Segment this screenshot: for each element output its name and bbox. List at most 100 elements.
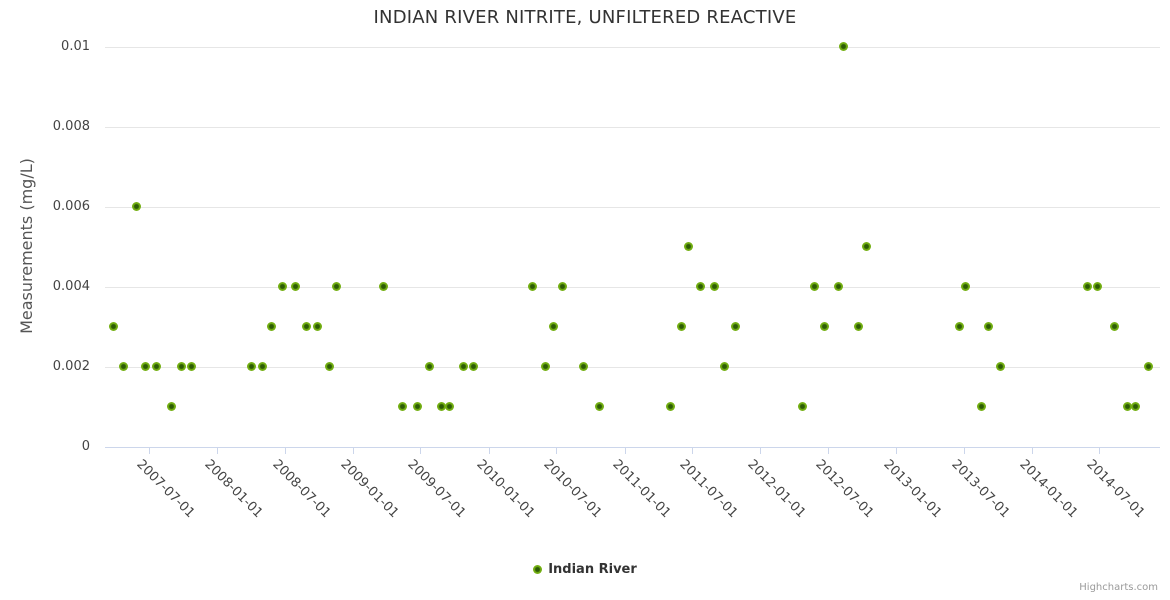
x-axis-tick: [896, 447, 898, 454]
x-axis-tick-label: 2009-01-01: [337, 456, 402, 521]
x-axis-tick: [963, 447, 965, 454]
data-point[interactable]: [141, 362, 151, 372]
x-axis-tick: [148, 447, 150, 454]
data-point[interactable]: [436, 402, 446, 412]
y-gridline: [105, 286, 1160, 288]
x-axis-tick-label: 2014-07-01: [1083, 456, 1148, 521]
x-axis-tick: [488, 447, 490, 454]
data-point[interactable]: [425, 362, 435, 372]
y-gridline: [105, 46, 1160, 48]
y-axis-tick-label: 0: [81, 438, 90, 454]
x-axis-tick-label: 2012-01-01: [744, 456, 809, 521]
data-point[interactable]: [324, 362, 334, 372]
data-point[interactable]: [166, 402, 176, 412]
x-axis-tick: [827, 447, 829, 454]
y-gridline: [105, 126, 1160, 128]
data-point[interactable]: [176, 362, 186, 372]
data-point[interactable]: [579, 362, 589, 372]
data-point[interactable]: [676, 322, 686, 332]
y-axis-tick-label: 0.008: [52, 118, 90, 134]
data-point[interactable]: [862, 242, 872, 252]
y-gridline: [105, 206, 1160, 208]
data-point[interactable]: [798, 402, 808, 412]
x-axis-tick-label: 2013-01-01: [880, 456, 945, 521]
legend-series-marker-icon: [533, 565, 543, 574]
data-point[interactable]: [995, 362, 1005, 372]
data-point[interactable]: [984, 322, 994, 332]
x-axis-tick: [284, 447, 286, 454]
data-point[interactable]: [976, 402, 986, 412]
data-point[interactable]: [291, 282, 301, 292]
data-point[interactable]: [246, 362, 256, 372]
x-axis-tick: [217, 447, 219, 454]
x-axis-line: [105, 446, 1160, 448]
data-point[interactable]: [277, 282, 287, 292]
y-gridline: [105, 366, 1160, 368]
x-axis-tick-label: 2011-01-01: [608, 456, 673, 521]
y-axis-tick-label: 0.006: [52, 198, 90, 214]
data-point[interactable]: [152, 362, 162, 372]
data-point[interactable]: [594, 402, 604, 412]
data-point[interactable]: [709, 282, 719, 292]
x-axis-tick-label: 2007-07-01: [133, 456, 198, 521]
data-point[interactable]: [955, 322, 965, 332]
x-axis-tick: [353, 447, 355, 454]
data-point[interactable]: [378, 282, 388, 292]
x-axis-tick: [691, 447, 693, 454]
x-axis-tick: [624, 447, 626, 454]
data-point[interactable]: [312, 322, 322, 332]
data-point[interactable]: [853, 322, 863, 332]
data-point[interactable]: [131, 202, 141, 212]
x-axis-tick: [1099, 447, 1101, 454]
data-point[interactable]: [257, 362, 267, 372]
data-point[interactable]: [838, 42, 848, 52]
data-point[interactable]: [719, 362, 729, 372]
data-point[interactable]: [445, 402, 455, 412]
x-axis-tick-label: 2013-07-01: [948, 456, 1013, 521]
data-point[interactable]: [820, 322, 830, 332]
data-point[interactable]: [1109, 322, 1119, 332]
legend-item-indian-river[interactable]: Indian River: [548, 562, 637, 577]
data-point[interactable]: [961, 282, 971, 292]
x-axis-tick-label: 2011-07-01: [676, 456, 741, 521]
y-axis-title: Measurements (mg/L): [17, 158, 36, 334]
data-point[interactable]: [412, 402, 422, 412]
data-point[interactable]: [1093, 282, 1103, 292]
data-point[interactable]: [398, 402, 408, 412]
data-point[interactable]: [1143, 362, 1153, 372]
highcharts-credits-link[interactable]: Highcharts.com: [1079, 582, 1158, 593]
data-point[interactable]: [540, 362, 550, 372]
data-point[interactable]: [730, 322, 740, 332]
data-point[interactable]: [331, 282, 341, 292]
data-point[interactable]: [833, 282, 843, 292]
data-point[interactable]: [267, 322, 277, 332]
data-point[interactable]: [696, 282, 706, 292]
data-point[interactable]: [186, 362, 196, 372]
data-point[interactable]: [558, 282, 568, 292]
data-point[interactable]: [527, 282, 537, 292]
data-point[interactable]: [1083, 282, 1093, 292]
data-point[interactable]: [119, 362, 129, 372]
data-point[interactable]: [459, 362, 469, 372]
x-axis-tick-label: 2014-01-01: [1016, 456, 1081, 521]
data-point[interactable]: [301, 322, 311, 332]
data-point[interactable]: [1123, 402, 1133, 412]
data-point[interactable]: [683, 242, 693, 252]
x-axis-tick-label: 2010-01-01: [473, 456, 538, 521]
data-point[interactable]: [665, 402, 675, 412]
x-axis-tick-label: 2008-01-01: [201, 456, 266, 521]
x-axis-tick: [760, 447, 762, 454]
chart-title: INDIAN RIVER NITRITE, UNFILTERED REACTIV…: [373, 7, 797, 28]
y-axis-tick-label: 0.004: [52, 278, 90, 294]
data-point[interactable]: [549, 322, 559, 332]
y-axis-tick-label: 0.01: [61, 38, 90, 54]
data-point[interactable]: [810, 282, 820, 292]
x-axis-tick: [420, 447, 422, 454]
data-point[interactable]: [1130, 402, 1140, 412]
data-point[interactable]: [469, 362, 479, 372]
legend: Indian River: [0, 562, 1170, 577]
data-point[interactable]: [108, 322, 118, 332]
x-axis-tick-label: 2012-07-01: [812, 456, 877, 521]
x-axis-tick-label: 2010-07-01: [540, 456, 605, 521]
